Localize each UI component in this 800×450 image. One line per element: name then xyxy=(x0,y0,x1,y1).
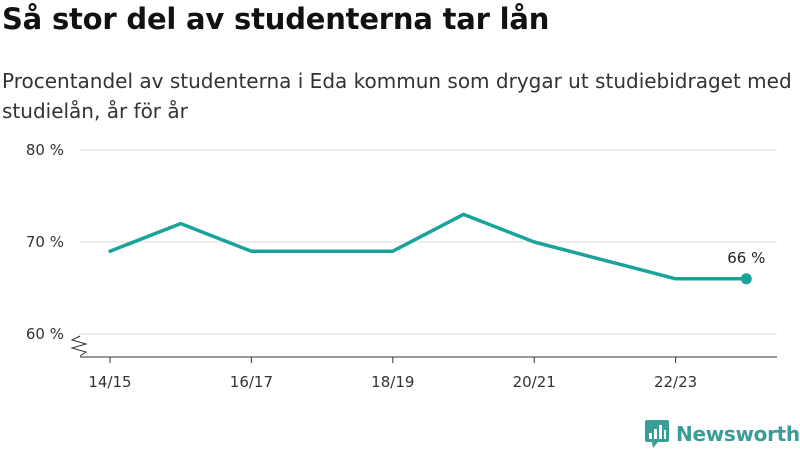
bar-chart-logo-icon xyxy=(645,420,669,448)
y-tick-label: 60 % xyxy=(26,325,64,343)
x-tick-label: 18/19 xyxy=(371,373,414,391)
end-point-marker xyxy=(740,273,752,285)
y-tick-label: 70 % xyxy=(26,233,64,251)
chart-title: Så stor del av studenterna tar lån xyxy=(2,2,550,36)
axis-break-icon xyxy=(70,335,88,357)
series-line xyxy=(108,212,749,281)
x-tick-label: 16/17 xyxy=(230,373,273,391)
y-tick-label: 80 % xyxy=(26,141,64,159)
brand-name: Newsworthy xyxy=(676,422,800,446)
newsworthy-logo: Newsworthy xyxy=(644,419,800,449)
x-tick-label: 22/23 xyxy=(654,373,697,391)
x-tick-label: 20/21 xyxy=(513,373,556,391)
x-tick-label: 14/15 xyxy=(88,373,131,391)
end-value-label: 66 % xyxy=(727,249,765,267)
chart-subtitle: Procentandel av studenterna i Eda kommun… xyxy=(2,69,792,123)
